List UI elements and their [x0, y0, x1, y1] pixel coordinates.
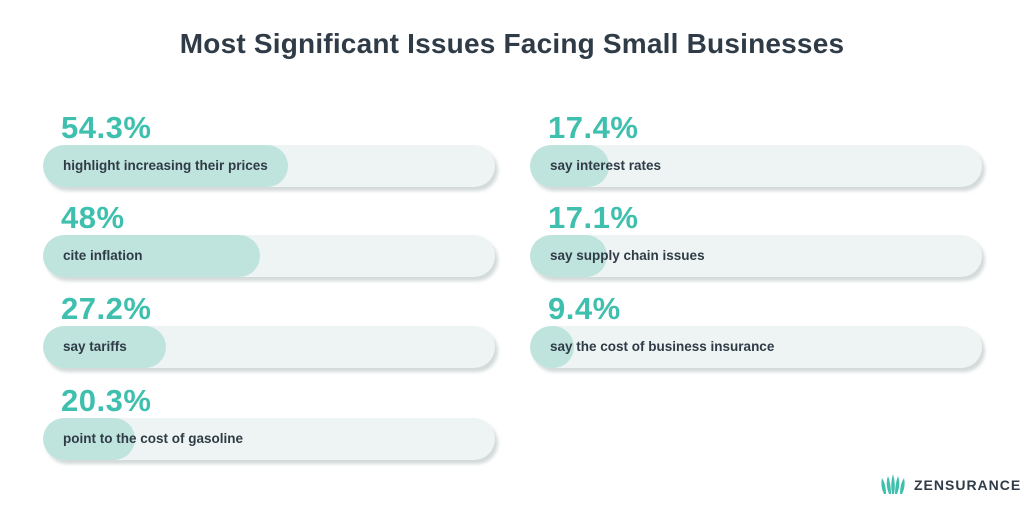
bar-track: say supply chain issues: [530, 235, 982, 277]
brand-name: ZENSURANCE: [914, 477, 1022, 493]
bar-fill: [530, 326, 574, 368]
bar-fill: [43, 326, 166, 368]
bar-track: point to the cost of gasoline: [43, 418, 495, 460]
bar-category-label: say supply chain issues: [550, 248, 705, 263]
bar-category-label: cite inflation: [63, 248, 143, 263]
bar-fill: [530, 235, 608, 277]
bar-category-label: say the cost of business insurance: [550, 339, 775, 354]
bar-track: say interest rates: [530, 145, 982, 187]
bar-value-label: 17.1%: [548, 200, 639, 235]
bar-item: 54.3% highlight increasing their prices: [43, 110, 495, 200]
bar-value-label: 20.3%: [61, 383, 152, 418]
bar-value-label: 48%: [61, 200, 125, 235]
bar-value-label: 54.3%: [61, 110, 152, 145]
bar-category-label: highlight increasing their prices: [63, 158, 268, 173]
bar-fill: [43, 145, 289, 187]
bar-item: 17.1% say supply chain issues: [530, 200, 982, 290]
bar-track: say the cost of business insurance: [530, 326, 982, 368]
bar-item: 20.3% point to the cost of gasoline: [43, 383, 495, 473]
bar-item: 48% cite inflation: [43, 200, 495, 290]
bar-track: say tariffs: [43, 326, 495, 368]
bar-track: highlight increasing their prices: [43, 145, 495, 187]
bar-item: 17.4% say interest rates: [530, 110, 982, 200]
brand-logo: ZENSURANCE: [880, 472, 1021, 498]
bar-category-label: say tariffs: [63, 339, 127, 354]
bar-item: 9.4% say the cost of business insurance: [530, 291, 982, 381]
bar-value-label: 27.2%: [61, 291, 152, 326]
bar-value-label: 9.4%: [548, 291, 621, 326]
chart-title: Most Significant Issues Facing Small Bus…: [179, 28, 845, 59]
bar-fill: [530, 145, 609, 187]
bar-category-label: point to the cost of gasoline: [63, 431, 243, 446]
bar-item: 27.2% say tariffs: [43, 291, 495, 381]
bar-track: cite inflation: [43, 235, 495, 277]
bar-value-label: 17.4%: [548, 110, 639, 145]
bar-fill: [43, 418, 135, 460]
lotus-logo-icon: [881, 474, 905, 494]
bar-category-label: say interest rates: [550, 158, 662, 173]
bar-fill: [43, 235, 260, 277]
